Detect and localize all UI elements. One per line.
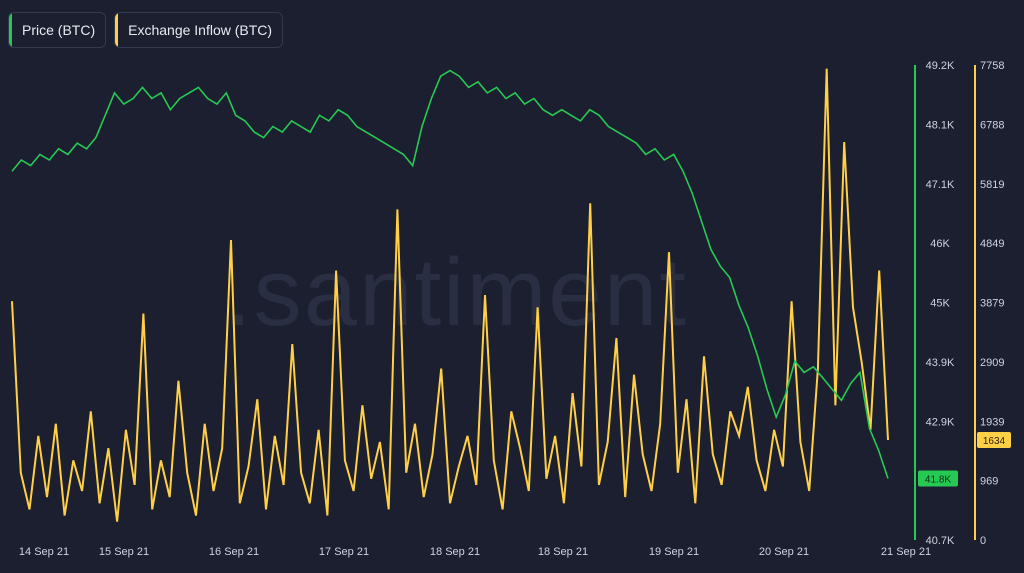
inflow-tick-label: 5819 [980, 179, 1004, 191]
x-tick-label: 16 Sep 21 [209, 546, 259, 558]
chart-legend: Price (BTC) Exchange Inflow (BTC) [8, 12, 284, 48]
inflow-tick-label: 6788 [980, 119, 1004, 131]
price-current-badge [918, 470, 958, 487]
x-tick-label: 21 Sep 21 [881, 546, 931, 558]
inflow-axis-ticks: 7758 6788 5819 4849 3879 2909 1939 969 0 [980, 60, 1004, 547]
x-tick-label: 18 Sep 21 [538, 546, 588, 558]
price-line [11, 69, 889, 479]
x-tick-label: 17 Sep 21 [319, 546, 369, 558]
inflow-tick-label: 7758 [980, 60, 1004, 72]
price-series-layer [11, 69, 889, 479]
inflow-current-badge [977, 431, 1011, 448]
price-tick-label: 42.9K [926, 416, 955, 428]
legend-item-inflow[interactable]: Exchange Inflow (BTC) [114, 12, 284, 48]
inflow-tick-label: 4849 [980, 238, 1004, 250]
inflow-tick-label: 3879 [980, 298, 1004, 310]
x-tick-label: 15 Sep 21 [99, 546, 149, 558]
price-tick-label: 46K [930, 238, 950, 250]
price-tick-label: 45K [930, 298, 950, 310]
inflow-tick-label: 0 [980, 535, 986, 547]
inflow-tick-label: 2909 [980, 357, 1004, 369]
price-tick-label: 49.2K [926, 60, 955, 72]
inflow-swatch [115, 13, 119, 47]
inflow-tick-label: 1939 [980, 416, 1004, 428]
price-tick-label: 40.7K [926, 535, 955, 547]
inflow-tick-label: 969 [980, 476, 998, 488]
inflow-line [11, 68, 889, 522]
price-tick-label: 47.1K [926, 179, 955, 191]
price-tick-label: 43.9K [926, 357, 955, 369]
x-axis-ticks: 14 Sep 21 15 Sep 21 16 Sep 21 17 Sep 21 18 S… [19, 546, 931, 558]
legend-label-price: Price (BTC) [22, 22, 96, 38]
current-value-badges: 41.8K 1634 [918, 431, 1011, 487]
inflow-series-layer [11, 68, 889, 522]
legend-item-price[interactable]: Price (BTC) [8, 12, 107, 48]
price-current-value: 41.8K [925, 475, 951, 486]
legend-label-inflow: Exchange Inflow (BTC) [128, 22, 273, 38]
santiment-watermark: .santiment [225, 239, 688, 346]
x-tick-label: 20 Sep 21 [759, 546, 809, 558]
x-tick-label: 14 Sep 21 [19, 546, 69, 558]
price-swatch [9, 13, 12, 47]
x-tick-label: 18 Sep 21 [430, 546, 480, 558]
price-tick-label: 48.1K [926, 119, 955, 131]
x-tick-label: 19 Sep 21 [649, 546, 699, 558]
inflow-current-value: 1634 [983, 436, 1006, 447]
